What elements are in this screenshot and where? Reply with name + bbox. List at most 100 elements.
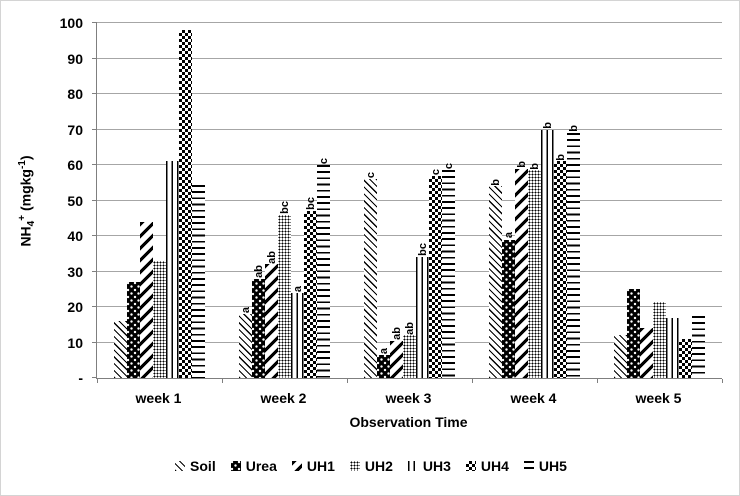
y-axis-title: NH4+ (mgkg-1) [17, 155, 37, 246]
gridline [97, 22, 722, 23]
bar-group-week-2: a ab ab bc a bc c [222, 23, 347, 378]
y-axis-title-unit: (mgkg [17, 169, 34, 215]
y-axis-tick-label: 50 [67, 192, 83, 209]
legend-label: UH3 [422, 458, 451, 474]
y-axis-tick-mark [92, 22, 97, 23]
y-axis-tick-mark [92, 199, 97, 201]
y-axis-tick-mark [92, 270, 97, 272]
black-dots-pattern-swatch-icon [230, 461, 241, 471]
y-axis-tick-mark [92, 306, 97, 307]
bar-uh4-week-5 [679, 338, 692, 378]
bar-uh4-week-1 [179, 30, 192, 378]
y-axis-title-superscript: + [16, 214, 28, 221]
y-axis-tick-label: 90 [67, 50, 83, 67]
y-axis-tick-label: 40 [67, 228, 83, 244]
significance-letter: ab [265, 250, 278, 264]
bar-uh3-week-2: a [291, 286, 304, 378]
checker-pattern-swatch-icon [465, 461, 476, 471]
y-axis-title-unit-close: ) [17, 155, 34, 161]
legend-label: UH1 [306, 458, 335, 474]
gridline [97, 235, 722, 236]
diag-fwd-pattern-swatch-icon [291, 461, 302, 471]
bar-uh5-week-2: c [317, 158, 330, 378]
gridline [97, 57, 722, 59]
bar-group-week-3: c a ab ab bc c c [347, 23, 472, 378]
gridline [97, 93, 722, 94]
significance-letter: bc [416, 243, 429, 257]
y-axis-tick-label: - [78, 370, 83, 386]
y-axis-title-unit-exponent: -1 [16, 160, 28, 170]
bar-uh5-week-3: c [442, 163, 455, 378]
x-axis-category-label: week 3 [385, 390, 432, 406]
bar-uh5-week-5 [692, 315, 705, 378]
significance-letter: c [442, 163, 455, 170]
significance-letter: a [291, 285, 304, 292]
significance-letter: c [317, 157, 330, 164]
y-axis-tick-label: 30 [67, 263, 83, 280]
legend-label: UH4 [480, 458, 509, 474]
bar-urea-week-2: ab [252, 265, 265, 378]
y-axis-tick-labels: 100 90 80 70 60 50 40 30 20 10 - [41, 15, 89, 386]
y-axis-tick-label: 70 [67, 121, 83, 138]
significance-letter: ab [252, 264, 265, 278]
x-axis-tick-mark [347, 379, 348, 383]
bar-uh1-week-2: ab [265, 251, 278, 378]
significance-letter: c [364, 172, 377, 179]
bar-urea-week-3: a [377, 348, 390, 378]
bar-uh3-week-5 [666, 317, 679, 378]
bar-uh3-week-1 [166, 161, 179, 378]
fine-dots-pattern-swatch-icon [349, 461, 360, 471]
y-axis-tick-label: 60 [67, 157, 83, 173]
bar-group-week-1 [97, 23, 222, 378]
diag-back-pattern-swatch-icon [175, 461, 186, 471]
bar-uh1-week-3: ab [390, 327, 403, 378]
legend-label: Soil [190, 458, 216, 474]
x-axis-tick-mark [222, 379, 223, 383]
significance-letter: ab [403, 321, 416, 335]
y-axis-title-subscript: 4 [26, 220, 38, 227]
x-axis-category-label: week 2 [260, 390, 307, 406]
legend-item-uh3: UH3 [407, 457, 451, 475]
y-axis-tick-label: 10 [67, 334, 83, 351]
bar-uh3-week-3: bc [416, 243, 429, 378]
significance-letter: a [502, 232, 515, 239]
significance-letter: b [489, 178, 502, 186]
bar-group-week-5 [597, 23, 722, 378]
bar-uh2-week-1 [153, 260, 166, 378]
bar-soil-week-4: b [489, 179, 502, 378]
bar-soil-week-3: c [364, 172, 377, 378]
gridline [97, 306, 722, 307]
y-axis-tick-mark [92, 235, 97, 236]
y-axis-tick-mark [92, 164, 97, 165]
bar-uh1-week-1 [140, 221, 153, 378]
gridline [97, 199, 722, 201]
legend: Soil Urea UH1 UH2 UH3 UH4 UH5 [1, 457, 739, 475]
legend-item-uh2: UH2 [349, 457, 393, 475]
legend-item-uh4: UH4 [465, 457, 509, 475]
y-axis-tick-label: 20 [67, 299, 83, 315]
significance-letter: bc [278, 200, 291, 214]
bar-uh3-week-4: b [541, 122, 554, 378]
bar-uh2-week-3: ab [403, 322, 416, 378]
x-axis-category-label: week 1 [135, 390, 182, 406]
y-axis-tick-label: 80 [67, 86, 83, 102]
x-axis-tick-mark [722, 379, 723, 383]
bar-uh4-week-4: b [554, 154, 567, 378]
bar-urea-week-1 [127, 282, 140, 378]
y-axis-tick-label: 100 [59, 15, 83, 31]
x-axis-category-label: week 5 [635, 390, 682, 406]
significance-letter: c [429, 168, 442, 175]
gridline [97, 164, 722, 165]
x-axis-tick-mark [472, 379, 473, 383]
bar-uh2-week-4: b [528, 163, 541, 378]
bar-uh2-week-5 [653, 301, 666, 378]
bar-uh1-week-4: b [515, 161, 528, 378]
bar-urea-week-4: a [502, 232, 515, 378]
legend-item-uh1: UH1 [291, 457, 335, 475]
bar-soil-week-5 [614, 335, 627, 378]
y-axis-tick-mark [92, 341, 97, 343]
significance-letter: b [554, 153, 567, 161]
x-axis-tick-mark [597, 379, 598, 383]
